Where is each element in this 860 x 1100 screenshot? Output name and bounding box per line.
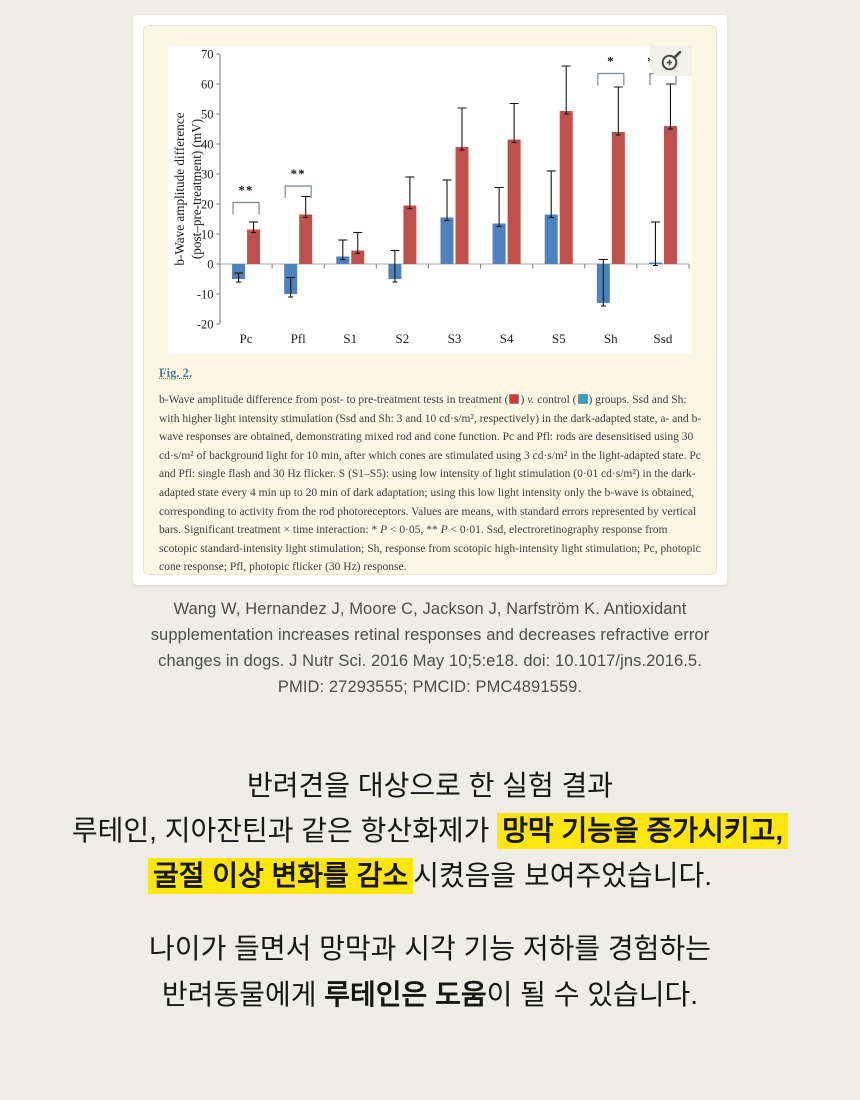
y-axis-title: (post–pre-treatment) (mV)	[189, 119, 204, 259]
bar-treatment-Pc	[247, 229, 261, 264]
zoom-button[interactable]	[650, 46, 692, 76]
bar-treatment-S4	[507, 139, 521, 264]
bar-control-S4	[492, 223, 506, 264]
summary-line: 굴절 이상 변화를 감소 시켰음을 보여주었습니다.	[0, 853, 860, 898]
y-tick-label: 60	[201, 77, 214, 91]
summary-line: 반려동물에게 루테인은 도움이 될 수 있습니다.	[161, 979, 699, 1010]
x-category-label: S1	[343, 331, 357, 346]
x-category-label: Pc	[240, 331, 253, 346]
x-category-label: S2	[396, 331, 410, 346]
bar-control-S5	[544, 214, 558, 264]
significance-bracket	[284, 185, 312, 198]
y-tick-label: 40	[201, 137, 214, 151]
y-tick-label: 70	[201, 47, 214, 61]
significance-label: **	[239, 183, 254, 198]
citation-line: Wang W, Hernandez J, Moore C, Jackson J,…	[173, 600, 687, 618]
bar-treatment-S3	[455, 147, 469, 264]
citation-text: Wang W, Hernandez J, Moore C, Jackson J,…	[0, 596, 860, 700]
bar-treatment-Ssd	[663, 126, 677, 264]
summary-line: 루테인, 지아잔틴과 같은 항산화제가 망막 기능을 증가시키고,	[0, 808, 860, 853]
figure-caption: b-Wave amplitude difference from post- t…	[159, 394, 702, 574]
bar-treatment-Sh	[611, 132, 625, 264]
bar-treatment-S5	[559, 111, 573, 264]
summary-line: 반려견을 대상으로 한 실험 결과	[247, 770, 613, 801]
significance-label: *	[607, 54, 615, 69]
x-category-label: S5	[552, 331, 566, 346]
citation-line: supplementation increases retinal respon…	[150, 626, 710, 644]
bar-chart: -20 -10 0 10 20 30 40 50 60 70 b-Wave amplitude di…	[172, 47, 690, 346]
citation-line: PMID: 27293555; PMCID: PMC4891559.	[277, 678, 583, 696]
y-tick-label: 0	[207, 257, 213, 271]
summary-line: 나이가 들면서 망막과 시각 기능 저하를 경험하는	[149, 933, 711, 964]
legend-square-icon	[577, 394, 588, 404]
figure-card: -20 -10 0 10 20 30 40 50 60 70 b-Wave amplitude di…	[133, 15, 727, 585]
summary-paragraph-2: 나이가 들면서 망막과 시각 기능 저하를 경험하는 반려동물에게 루테인은 도…	[0, 926, 860, 1018]
x-category-label: Ssd	[654, 331, 673, 346]
figure-panel: -20 -10 0 10 20 30 40 50 60 70 b-Wave amplitude di…	[143, 25, 717, 575]
y-axis-title: b-Wave amplitude difference	[172, 112, 187, 265]
significance-label: **	[291, 166, 306, 181]
y-tick-label: 50	[201, 107, 214, 121]
magnifier-plus-icon	[661, 50, 682, 71]
x-category-label: S3	[448, 331, 462, 346]
y-tick-label: 20	[201, 197, 214, 211]
x-category-label: S4	[500, 331, 514, 346]
y-tick-label: 30	[201, 167, 214, 181]
legend-square-icon	[509, 394, 520, 404]
significance-bracket	[232, 201, 260, 215]
citation-line: changes in dogs. J Nutr Sci. 2016 May 10…	[158, 652, 702, 670]
bar-control-S3	[440, 217, 454, 264]
bar-treatment-Pfl	[299, 214, 313, 264]
figure-image[interactable]: -20 -10 0 10 20 30 40 50 60 70 b-Wave amplitude di…	[168, 46, 692, 354]
x-category-label: Sh	[604, 331, 618, 346]
bar-treatment-S1	[351, 250, 365, 264]
significance-bracket	[597, 72, 625, 86]
y-tick-label: -20	[197, 317, 214, 331]
x-category-label: Pfl	[291, 331, 307, 346]
y-tick-label: 10	[201, 227, 214, 241]
bar-treatment-S2	[403, 205, 417, 264]
y-tick-label: -10	[197, 287, 214, 301]
bar-control-Pc	[232, 264, 246, 279]
bar-control-S1	[336, 256, 350, 264]
summary-paragraph-1: 반려견을 대상으로 한 실험 결과 루테인, 지아잔틴과 같은 항산화제가 망막…	[0, 763, 860, 898]
figure-link[interactable]: Fig. 2.	[159, 366, 192, 380]
